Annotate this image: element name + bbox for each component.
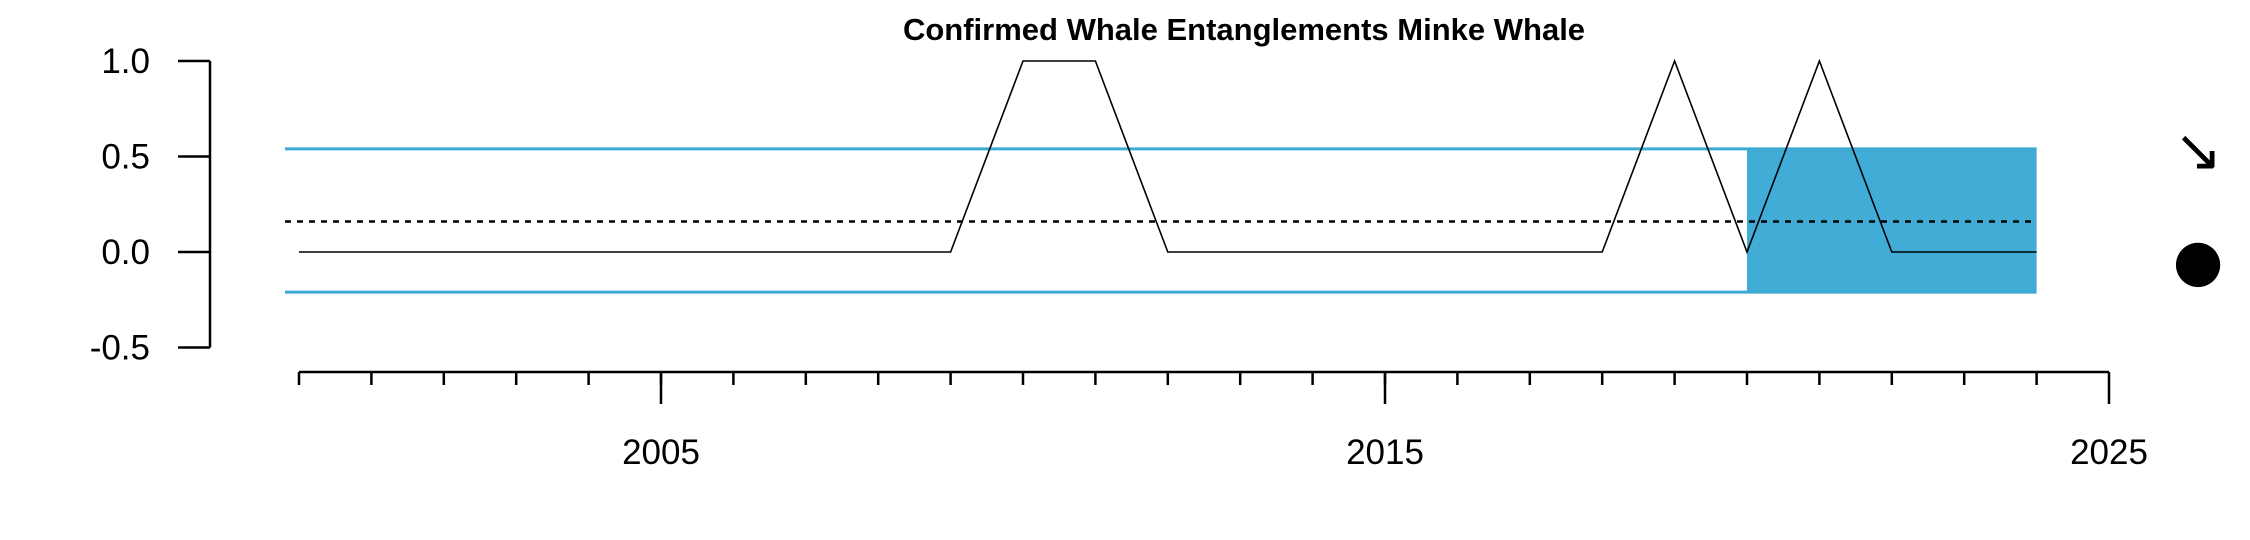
series-layer [299, 58, 2037, 255]
recent-window-highlight [1747, 148, 2037, 293]
y-tick-label: 0.5 [101, 138, 150, 177]
x-tick-label: 2025 [2070, 433, 2148, 472]
trend-arrow-icon: ↘ [2174, 116, 2223, 184]
x-tick-label: 2015 [1346, 433, 1424, 472]
entanglement-series-line [299, 58, 2037, 255]
chart-title: Confirmed Whale Entanglements Minke Whal… [903, 12, 1585, 47]
band-layer [285, 147, 2037, 294]
y-tick-label: 0.0 [101, 233, 150, 272]
y-tick-label: 1.0 [101, 42, 150, 81]
x-axis: 2005 2015 2025 [297, 370, 2148, 472]
highlight-layer [1747, 148, 2037, 293]
mean-dot-icon: ● [2173, 226, 2224, 294]
y-tick-label: -0.5 [90, 329, 150, 368]
x-tick-label: 2005 [622, 433, 700, 472]
y-axis: 1.0 0.5 0.0 -0.5 [90, 42, 212, 368]
